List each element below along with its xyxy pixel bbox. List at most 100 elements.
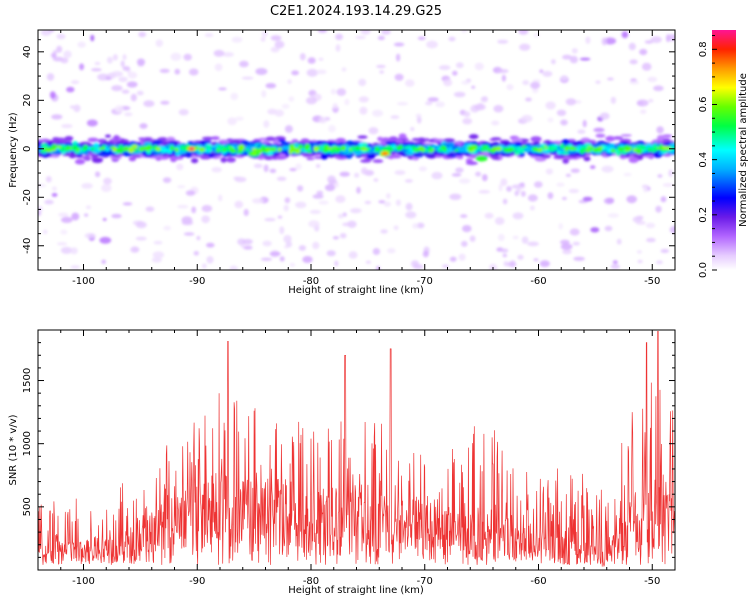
spectrogram-y-tick-label: -20 [22, 189, 33, 205]
spectrogram-speckle [512, 212, 524, 220]
snr-x-tick-label: -50 [644, 576, 660, 587]
spectrogram-band-cell [98, 147, 105, 150]
spectrogram-band-cell [87, 137, 99, 143]
spectrogram-speckle [122, 66, 130, 71]
spectrogram-speckle [656, 126, 664, 134]
spectrogram-band-cell [534, 153, 545, 157]
spectrogram-speckle [233, 176, 241, 180]
spectrogram-speckle [112, 54, 118, 61]
spectrogram-speckle [491, 120, 500, 126]
spectrogram-speckle [443, 78, 453, 87]
spectrogram-speckle [533, 258, 539, 262]
spectrogram-band-cell [128, 156, 137, 162]
spectrogram-speckle [648, 98, 654, 103]
spectrogram-band-cell [304, 143, 311, 150]
spectrogram-speckle [42, 229, 48, 235]
spectrogram-speckle [66, 86, 75, 93]
spectrogram-speckle [327, 175, 336, 184]
spectrogram-speckle [539, 69, 544, 73]
spectrogram-speckle [413, 264, 424, 270]
spectrogram-speckle [521, 114, 533, 123]
spectrogram-speckle [306, 68, 318, 77]
spectrogram-speckle [533, 33, 540, 38]
spectrogram-speckle [460, 214, 468, 218]
spectrogram-speckle [569, 228, 580, 236]
spectrogram-speckle [308, 220, 320, 228]
spectrogram-band-cell [610, 148, 616, 153]
spectrogram-band-cell [609, 143, 615, 147]
spectrogram-band-cell [198, 147, 206, 152]
spectrogram-band-cell [335, 137, 346, 144]
spectrogram-band-cell [169, 145, 175, 151]
spectrogram-speckle [547, 192, 554, 200]
spectrogram-speckle [332, 236, 339, 240]
spectrogram-speckle [629, 59, 638, 65]
spectrogram-speckle [206, 255, 214, 264]
spectrogram-speckle [102, 218, 107, 221]
spectrogram-speckle [418, 166, 427, 172]
spectrogram-speckle [191, 206, 197, 214]
spectrogram-band-cell [226, 157, 236, 163]
spectrogram-speckle [393, 225, 399, 231]
spectrogram-band-cell [122, 152, 133, 157]
colorbar: 0.0 0.2 0.4 0.6 0.8 Normalized spectral ampl… [698, 30, 749, 278]
snr-x-tick-label: -70 [417, 576, 433, 587]
snr-y-ticks: 500 1000 1500 [22, 329, 675, 571]
spectrogram-band-cell [663, 153, 671, 157]
spectrogram-speckle [101, 184, 112, 192]
spectrogram-speckle [656, 260, 663, 265]
spectrogram-speckle [416, 222, 425, 229]
spectrogram-band-cell [593, 148, 599, 153]
spectrogram-speckle [105, 76, 112, 81]
spectrogram-speckle [288, 96, 295, 102]
spectrogram-speckle [231, 36, 243, 43]
spectrogram-speckle [135, 221, 147, 229]
spectrogram-speckle [111, 71, 123, 77]
spectrogram-speckle [562, 249, 572, 255]
spectrogram-speckle [342, 222, 352, 227]
spectrogram-speckle [386, 193, 391, 199]
spectrogram-speckle [196, 235, 201, 241]
spectrogram-band-cell [277, 147, 282, 152]
spectrogram-speckle [160, 100, 170, 105]
colorbar-tick-label: 0.4 [698, 152, 709, 168]
spectrogram-y-ticks: -40 -20 0 20 40 [22, 39, 675, 271]
spectrogram-band-cell [398, 133, 407, 139]
spectrogram-speckle [415, 113, 422, 118]
spectrogram-speckle [514, 190, 519, 197]
spectrogram-speckle [500, 248, 509, 253]
spectrogram-speckle [51, 114, 63, 120]
spectrogram-x-tick-label: -50 [644, 276, 660, 287]
spectrogram-band-cell [394, 139, 404, 144]
spectrogram-speckle [60, 229, 68, 235]
spectrogram-band-cell [361, 147, 368, 151]
spectrogram-x-tick-label: -90 [189, 276, 205, 287]
spectrogram-speckle [295, 201, 307, 209]
spectrogram-speckle [381, 30, 391, 35]
spectrogram-band-cell [572, 147, 578, 151]
spectrogram-speckle [484, 212, 494, 219]
spectrogram-speckle [213, 49, 225, 57]
spectrogram-band-cell [171, 156, 183, 160]
spectrogram-speckle [243, 246, 253, 250]
spectrogram-speckle [159, 68, 170, 73]
spectrogram-speckle [435, 101, 445, 108]
spectrogram-band-cell [278, 139, 286, 143]
figure-title: C2E1.2024.193.14.29.G25 [270, 4, 442, 19]
spectrogram-speckle [530, 81, 541, 89]
spectrogram-speckle [438, 65, 451, 71]
spectrogram-band-cell [340, 145, 347, 151]
spectrogram-speckle [201, 205, 213, 212]
spectrogram-speckle [70, 265, 80, 269]
spectrogram-speckle [461, 80, 470, 85]
spectrogram-band-cell [174, 147, 179, 152]
spectrogram-speckle [498, 183, 503, 192]
spectrogram-speckle [462, 118, 473, 125]
spectrogram-band-cell [419, 139, 426, 143]
spectrogram-speckle [527, 194, 538, 202]
spectrogram-speckle [260, 36, 266, 42]
spectrogram-speckle [358, 96, 369, 103]
spectrogram-band-cell [238, 144, 245, 151]
spectrogram-speckle [410, 126, 415, 132]
spectrogram-speckle [560, 119, 568, 126]
